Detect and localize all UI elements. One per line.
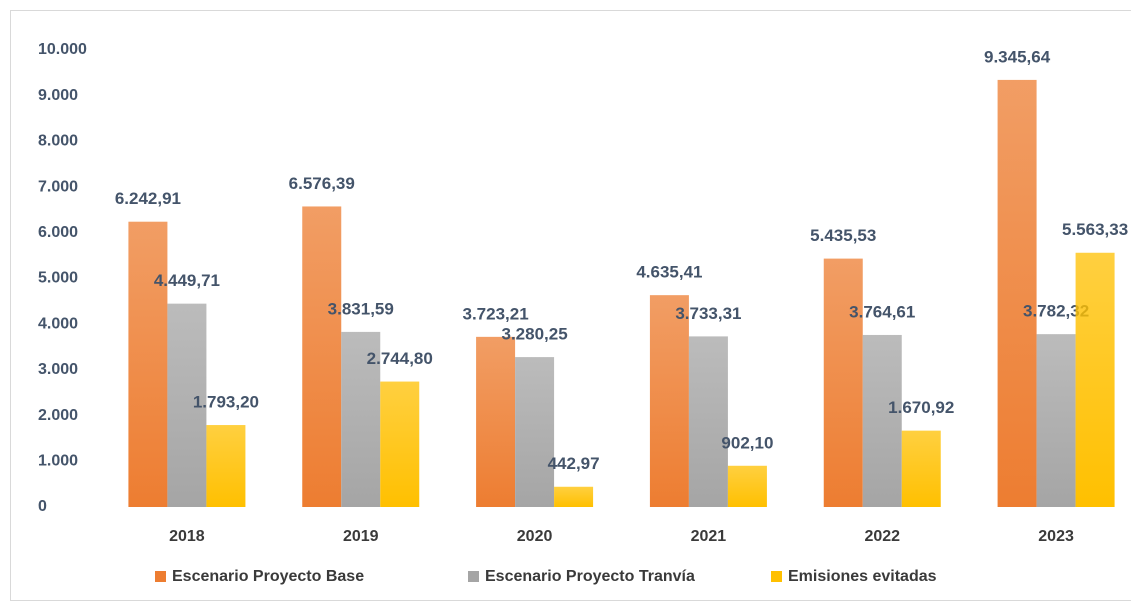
data-label: 3.280,25 <box>501 325 567 344</box>
y-tick-label: 9.000 <box>38 87 78 104</box>
bar <box>476 336 516 507</box>
bar <box>515 357 555 507</box>
data-label: 3.782,32 <box>1023 302 1089 321</box>
legend-swatch <box>468 571 479 582</box>
bar <box>554 486 594 507</box>
bar <box>901 430 941 507</box>
bar <box>997 79 1037 508</box>
y-tick-label: 0 <box>38 498 47 515</box>
bar <box>206 425 246 507</box>
x-tick-label: 2018 <box>169 528 205 545</box>
bar <box>380 381 420 507</box>
x-tick-label: 2021 <box>691 528 727 545</box>
bar <box>302 206 342 507</box>
bar <box>649 295 689 507</box>
y-tick-label: 10.000 <box>38 41 87 58</box>
data-label: 4.449,71 <box>154 271 220 290</box>
data-label: 5.435,53 <box>810 226 876 245</box>
legend-label: Emisiones evitadas <box>788 568 937 585</box>
y-tick-label: 7.000 <box>38 178 78 195</box>
data-label: 1.793,20 <box>193 393 259 412</box>
data-label: 5.563,33 <box>1062 220 1128 239</box>
chart-frame <box>10 10 1131 601</box>
y-tick-label: 2.000 <box>38 407 78 424</box>
legend-swatch <box>771 571 782 582</box>
y-tick-label: 1.000 <box>38 453 78 470</box>
y-tick-label: 8.000 <box>38 133 78 150</box>
data-label: 6.242,91 <box>115 189 181 208</box>
bar <box>823 258 863 507</box>
bar <box>167 303 207 507</box>
y-tick-label: 4.000 <box>38 315 78 332</box>
bar <box>341 331 381 507</box>
bar <box>688 336 728 507</box>
data-label: 902,10 <box>721 433 773 452</box>
data-label: 9.345,64 <box>984 47 1051 66</box>
data-label: 6.576,39 <box>289 174 355 193</box>
bar <box>862 334 902 507</box>
legend-label: Escenario Proyecto Tranvía <box>485 568 695 585</box>
y-tick-label: 3.000 <box>38 361 78 378</box>
legend-swatch <box>155 571 166 582</box>
data-label: 3.733,31 <box>675 304 741 323</box>
data-label: 3.764,61 <box>849 302 915 321</box>
x-tick-label: 2023 <box>1038 528 1074 545</box>
bar <box>1075 252 1115 507</box>
data-label: 1.670,92 <box>888 398 954 417</box>
bar <box>128 221 168 507</box>
x-tick-label: 2020 <box>517 528 553 545</box>
data-label: 3.831,59 <box>328 299 394 318</box>
bar <box>1036 334 1076 507</box>
data-label: 442,97 <box>548 454 600 473</box>
bar <box>727 465 767 507</box>
x-tick-label: 2019 <box>343 528 379 545</box>
legend-label: Escenario Proyecto Base <box>172 568 364 585</box>
y-tick-label: 5.000 <box>38 270 78 287</box>
y-tick-label: 6.000 <box>38 224 78 241</box>
data-label: 2.744,80 <box>367 349 433 368</box>
data-label: 4.635,41 <box>636 263 702 282</box>
data-label: 3.723,21 <box>462 304 528 323</box>
x-tick-label: 2022 <box>864 528 900 545</box>
